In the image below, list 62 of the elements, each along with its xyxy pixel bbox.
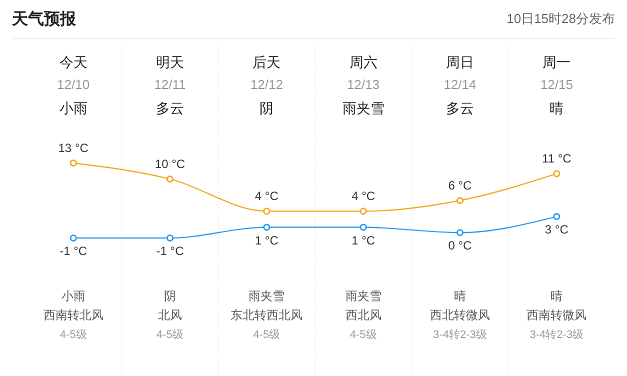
data-label: 0 °C [448,238,472,253]
data-label: 10 °C [154,157,186,172]
data-label: 4 °C [352,189,376,204]
data-label: -1 °C [156,244,184,258]
point [166,176,174,183]
text: 3-4转2-3级 [530,329,584,341]
point [360,208,367,215]
text: 东北转西北风 [230,308,303,322]
x-tick-label: 周日 [446,54,474,70]
x-tick-label: 明天 [156,54,184,70]
point [263,224,270,231]
text: 小雨 [59,100,88,116]
point [456,196,464,204]
text: 西北转微风 [430,308,490,322]
data-label: 4 °C [254,189,279,204]
x-tick-label: 周六 [349,54,378,70]
x-tick-label: 今天 [59,54,88,70]
text: 小雨 [61,289,86,303]
x-tick-label: 后天 [252,54,281,70]
data-label: 1 °C [352,233,376,248]
chart-title: 天气预报 [11,10,77,28]
text: 西北风 [345,308,382,322]
data-label: 6 °C [448,178,472,192]
point [70,159,77,167]
x-tick-label: 周一 [542,54,571,70]
point [166,234,174,242]
text: 多云 [446,100,474,116]
text: 12/15 [540,77,573,92]
text: 4-5级 [253,329,280,341]
text: 雨夹雪 [342,100,384,116]
data-label: 3 °C [544,222,569,237]
point [70,234,77,242]
point [553,170,560,178]
data-label: 1 °C [254,233,279,248]
text: 西南转微风 [526,308,587,322]
text: 12/11 [154,77,186,92]
text: 晴 [454,289,466,303]
text: 12/14 [444,77,476,92]
point [263,208,270,215]
point [456,229,464,236]
text: 阴 [260,100,274,116]
text: 12/10 [57,77,90,92]
text: 12/12 [250,77,283,92]
text: 4-5级 [350,329,377,341]
text: 晴 [550,289,563,303]
text: 10日15时28分发布 [506,11,615,26]
data-label: 13 °C [58,141,89,155]
text: 4-5级 [156,329,184,341]
text: 雨夹雪 [248,289,285,303]
point [360,224,367,231]
text: 西南转北风 [43,308,104,322]
data-label: -1 °C [60,244,88,258]
text: 晴 [550,100,564,116]
text: 北风 [158,308,182,322]
text: 雨夹雪 [345,289,382,303]
text: 4-5级 [60,329,87,341]
point [553,213,560,220]
text: 12/13 [347,77,380,92]
data-label: 11 °C [542,152,572,166]
text: 多云 [156,100,184,116]
text: 阴 [164,289,176,303]
text: 3-4转2-3级 [433,329,487,341]
